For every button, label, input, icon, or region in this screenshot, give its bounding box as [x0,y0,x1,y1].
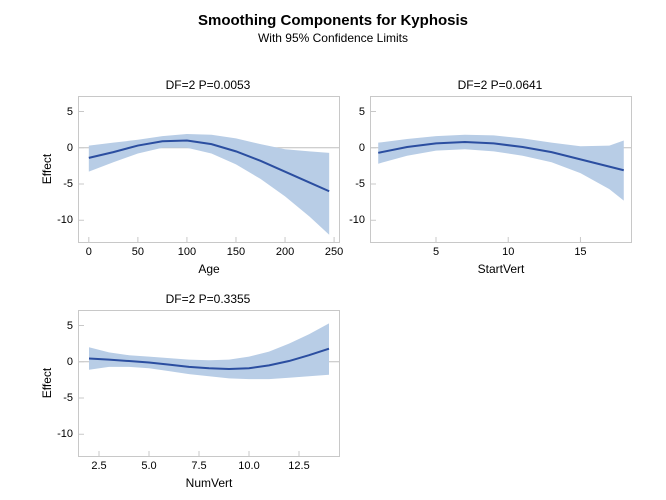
ytick-label: -5 [63,392,79,404]
ytick-label: -10 [349,214,371,226]
x-axis-label-age: Age [79,262,339,276]
panels-container: DF=2 P=0.0053-10-505050100150200250AgeEf… [0,56,666,500]
panel-age: DF=2 P=0.0053 -10-505050100150200250AgeEf… [78,78,338,243]
panel-header-numvert: DF=2 P=0.3355 [78,292,338,306]
plot-area-age: -10-505050100150200250AgeEffect [78,96,340,243]
xtick-label: 10 [502,242,514,258]
ytick-label: 5 [359,106,371,118]
chart-svg-age [79,97,339,242]
ytick-label: -5 [63,178,79,190]
title-block: Smoothing Components for Kyphosis With 9… [0,0,666,45]
xtick-label: 15 [574,242,586,258]
xtick-label: 250 [325,242,343,258]
panel-header-age: DF=2 P=0.0053 [78,78,338,92]
ytick-label: 0 [67,142,79,154]
main-title: Smoothing Components for Kyphosis [0,12,666,29]
ytick-label: 0 [359,142,371,154]
y-axis-label: Effect [40,149,54,189]
xtick-label: 200 [276,242,294,258]
xtick-label: 12.5 [288,456,309,472]
plot-area-numvert: -10-5052.55.07.510.012.5NumVertEffect [78,310,340,457]
chart-svg-startvert [371,97,631,242]
figure: Smoothing Components for Kyphosis With 9… [0,0,666,500]
xtick-label: 5 [433,242,439,258]
x-axis-label-numvert: NumVert [79,476,339,490]
panel-numvert: DF=2 P=0.3355 -10-5052.55.07.510.012.5Num… [78,292,338,457]
panel-startvert: DF=2 P=0.0641 -10-50551015StartVert [370,78,630,243]
xtick-label: 100 [178,242,196,258]
panel-header-startvert: DF=2 P=0.0641 [370,78,630,92]
xtick-label: 0 [86,242,92,258]
xtick-label: 2.5 [91,456,106,472]
xtick-label: 150 [227,242,245,258]
ytick-label: -5 [355,178,371,190]
ytick-label: 5 [67,320,79,332]
subtitle: With 95% Confidence Limits [0,31,666,45]
plot-area-startvert: -10-50551015StartVert [370,96,632,243]
ytick-label: -10 [57,214,79,226]
ytick-label: -10 [57,428,79,440]
ytick-label: 5 [67,106,79,118]
ytick-label: 0 [67,356,79,368]
y-axis-label: Effect [40,363,54,403]
chart-svg-numvert [79,311,339,456]
xtick-label: 5.0 [141,456,156,472]
x-axis-label-startvert: StartVert [371,262,631,276]
xtick-label: 7.5 [191,456,206,472]
xtick-label: 50 [132,242,144,258]
xtick-label: 10.0 [238,456,259,472]
